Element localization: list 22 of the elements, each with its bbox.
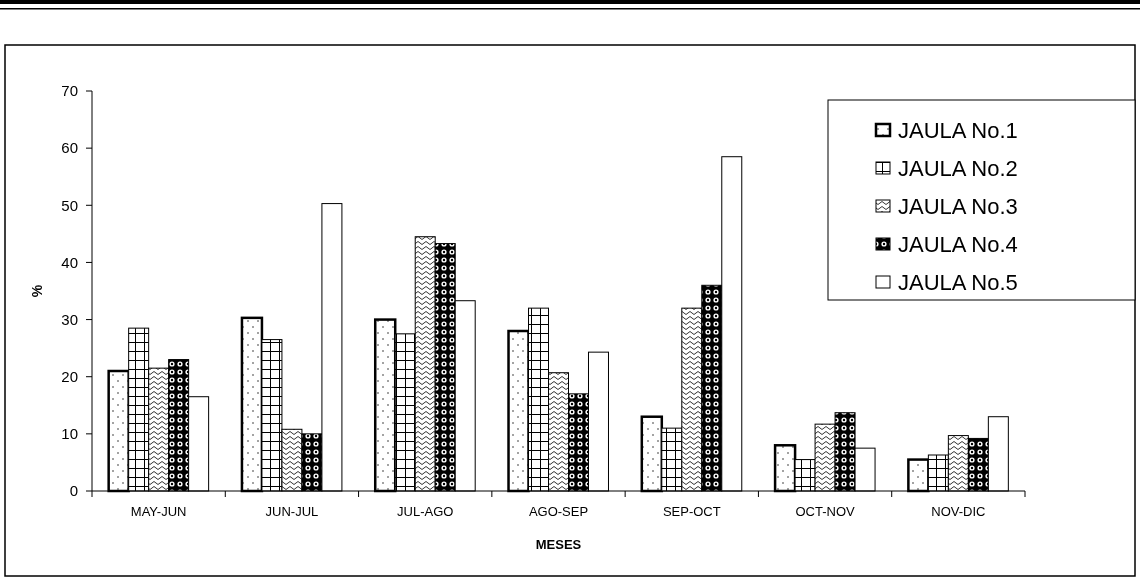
legend-label: JAULA No.3 xyxy=(898,193,1018,219)
legend-label: JAULA No.2 xyxy=(898,155,1018,181)
y-tick-label: 40 xyxy=(61,253,78,271)
x-tick-label: SEP-OCT xyxy=(662,504,721,519)
legend-label: JAULA No.5 xyxy=(898,269,1018,295)
legend-label: JAULA No.4 xyxy=(898,231,1018,257)
x-axis-title: MESES xyxy=(535,537,582,552)
x-tick-label: JUN-JUL xyxy=(265,504,319,519)
legend-label: JAULA No.1 xyxy=(898,117,1018,143)
y-axis-title: % xyxy=(29,284,45,298)
x-tick-label: NOV-DIC xyxy=(931,504,986,519)
y-tick-label: 70 xyxy=(61,82,78,100)
x-tick-label: JUL-AGO xyxy=(397,504,454,519)
x-tick-label: AGO-SEP xyxy=(528,504,589,519)
y-tick-label: 30 xyxy=(61,310,78,328)
y-tick-label: 10 xyxy=(61,425,78,443)
y-tick-label: 50 xyxy=(61,196,78,214)
y-tick-label: 20 xyxy=(61,367,78,385)
y-tick-label: 60 xyxy=(61,139,78,157)
y-tick-label: 0 xyxy=(69,482,78,500)
x-tick-label: MAY-JUN xyxy=(130,504,187,519)
x-tick-label: OCT-NOV xyxy=(795,504,856,519)
